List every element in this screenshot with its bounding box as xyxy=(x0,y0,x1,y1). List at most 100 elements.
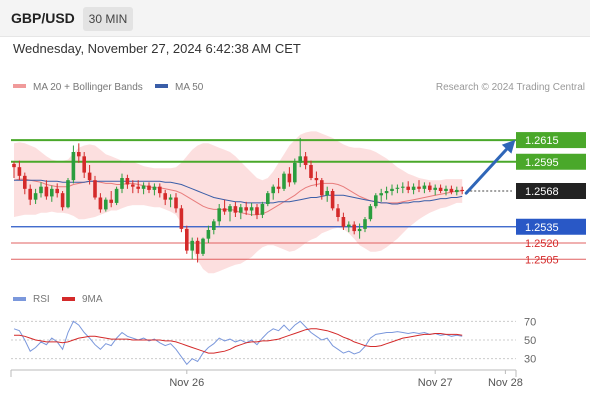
rsi-panel: 70 50 30 xyxy=(11,316,536,366)
level-label-1.2568: 1.2568 xyxy=(525,186,559,198)
candle-body xyxy=(233,206,238,213)
candle-body xyxy=(104,199,108,210)
candle-body xyxy=(222,208,227,212)
candle-body xyxy=(449,188,454,193)
candle-body xyxy=(17,167,22,176)
candle-body xyxy=(77,152,81,157)
candle-body xyxy=(379,193,383,196)
rsi-ma-legend-swatch xyxy=(62,297,75,301)
candle-body xyxy=(357,228,362,232)
candle-body xyxy=(433,187,437,190)
rsi-series-9ma xyxy=(14,328,463,354)
candle-body xyxy=(201,238,205,254)
rsi-tick-30: 30 xyxy=(524,354,536,366)
candle-body xyxy=(363,219,367,229)
time-tick-label: Nov 28 xyxy=(488,377,523,389)
level-label-box-1.2568 xyxy=(516,183,586,199)
candle-body xyxy=(282,173,286,189)
candle-body xyxy=(60,193,65,208)
candle-body xyxy=(438,187,443,191)
candle-body xyxy=(109,199,113,203)
time-axis-ticks: Nov 26 Nov 27 Nov 28 xyxy=(169,370,523,389)
candle-body xyxy=(195,240,200,254)
candle-body xyxy=(33,193,38,200)
candle-body xyxy=(325,191,329,196)
candle-body xyxy=(163,193,167,200)
symbol-label: GBP/USD xyxy=(11,10,75,26)
candle-body xyxy=(287,173,292,183)
candle-body xyxy=(417,186,421,189)
candle-body xyxy=(114,188,119,203)
candle-body xyxy=(190,240,194,251)
candle-body xyxy=(293,162,297,183)
candle-body xyxy=(168,197,173,200)
level-label-1.2520: 1.2520 xyxy=(525,238,559,250)
candle-body xyxy=(147,185,151,190)
candle-body xyxy=(217,208,221,222)
ma50-legend-label: MA 50 xyxy=(175,82,204,93)
rsi-ma-legend-label: 9MA xyxy=(82,294,103,305)
candle-body xyxy=(368,206,373,220)
candle-body xyxy=(12,163,16,168)
candle-body xyxy=(320,180,324,196)
candle-body xyxy=(212,221,216,230)
candle-body xyxy=(428,185,432,190)
candle-body xyxy=(271,186,275,194)
candle-body xyxy=(255,207,259,215)
level-label-1.2505: 1.2505 xyxy=(525,254,559,266)
candle-body xyxy=(152,186,157,190)
candle-body xyxy=(266,193,270,204)
candle-body xyxy=(239,207,243,213)
price-panel: 1.2615 1.2595 1.2568 1.2535 1.2520 1.2505 xyxy=(11,131,586,274)
level-label-1.2535: 1.2535 xyxy=(525,222,559,234)
level-label-1.2595: 1.2595 xyxy=(525,157,559,169)
candle-body xyxy=(23,175,27,189)
candle-body xyxy=(55,188,59,194)
candle-body xyxy=(374,195,378,207)
candle-body xyxy=(395,187,400,189)
candle-body xyxy=(455,189,459,193)
candle-body xyxy=(93,180,97,198)
ma50-legend-swatch xyxy=(155,84,168,88)
candle-body xyxy=(28,188,32,200)
rsi-legend-swatch xyxy=(13,297,26,301)
candle-body xyxy=(460,189,464,191)
candle-body xyxy=(39,186,43,194)
candle-body xyxy=(336,208,340,217)
bollinger-band xyxy=(14,131,463,274)
candle-body xyxy=(390,188,394,191)
level-label-1.2615: 1.2615 xyxy=(525,135,559,147)
level-label-box-1.2595 xyxy=(516,153,586,170)
candle-body xyxy=(136,186,140,189)
candle-body xyxy=(298,156,302,163)
candle-body xyxy=(174,197,178,209)
level-label-box-1.2535 xyxy=(516,218,586,235)
candle-body xyxy=(87,172,92,181)
candle-body xyxy=(120,178,124,189)
rsi-legend-label: RSI xyxy=(33,294,50,305)
candle-body xyxy=(206,230,211,239)
candle-body xyxy=(309,165,313,178)
ma20-legend-swatch xyxy=(13,84,26,88)
candle-body xyxy=(50,188,54,197)
forecast-arrow-shaft xyxy=(464,141,514,195)
candle-body xyxy=(384,191,389,194)
candle-body xyxy=(158,186,162,194)
chart-header-bar: GBP/USD 30 MIN xyxy=(0,0,590,37)
ma50-line xyxy=(14,179,463,205)
rsi-series-rsi xyxy=(13,320,463,366)
candle-body xyxy=(249,207,254,211)
rsi-tick-50: 50 xyxy=(524,335,536,347)
candle-body xyxy=(131,184,135,187)
candle-body xyxy=(406,186,410,190)
candle-body xyxy=(141,185,146,189)
time-tick-label: Nov 26 xyxy=(169,377,204,389)
timeframe-button[interactable]: 30 MIN xyxy=(83,7,133,31)
candle-body xyxy=(244,207,248,211)
candle-body xyxy=(44,186,49,197)
rsi-tick-70: 70 xyxy=(524,316,536,328)
ma20-legend-label: MA 20 + Bollinger Bands xyxy=(33,82,143,93)
candle-body xyxy=(228,206,232,212)
candle-body xyxy=(82,156,86,173)
